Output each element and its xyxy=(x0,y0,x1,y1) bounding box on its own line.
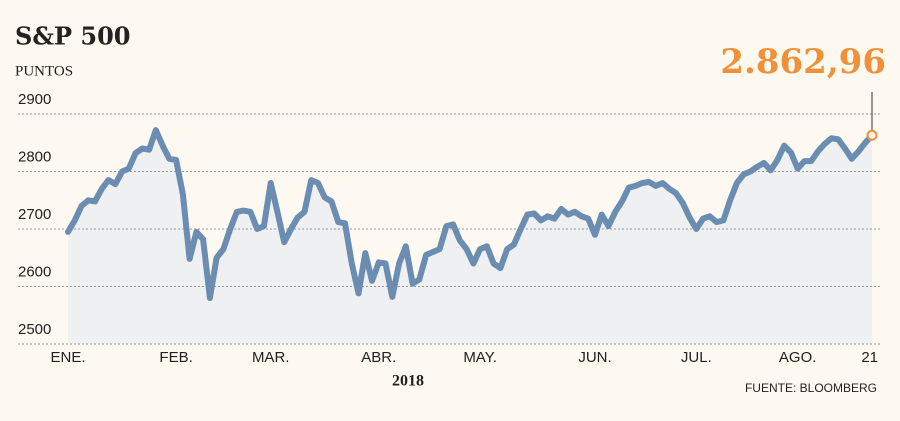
x-tick-label: 21 xyxy=(861,349,878,366)
line xyxy=(65,127,875,301)
x-tick-label: ABR. xyxy=(361,349,396,366)
chart-title: S&P 500 xyxy=(15,22,131,51)
value-label: 2.862,96 xyxy=(720,42,886,82)
x-tick-label: JUL. xyxy=(681,349,712,366)
y-tick-label: 2900 xyxy=(18,91,51,108)
y-tick-label: 2600 xyxy=(18,263,51,280)
y-tick-label: 2700 xyxy=(18,206,51,223)
x-tick-label: MAY. xyxy=(463,349,497,366)
x-tick-label: MAR. xyxy=(252,349,290,366)
x-tick-label: FEB. xyxy=(159,349,192,366)
area xyxy=(68,130,872,344)
x-tick-label: ENE. xyxy=(50,349,85,366)
y-tick-label: 2800 xyxy=(18,148,51,165)
y-tick-label: 2500 xyxy=(18,321,51,338)
source: FUENTE: BLOOMBERG xyxy=(745,381,877,395)
x-tick-label: AGO. xyxy=(779,349,817,366)
end-point xyxy=(866,129,878,141)
x-axis-label: 2018 xyxy=(392,373,424,390)
x-tick-label: JUN. xyxy=(578,349,611,366)
subtitle: PUNTOS xyxy=(15,63,73,79)
